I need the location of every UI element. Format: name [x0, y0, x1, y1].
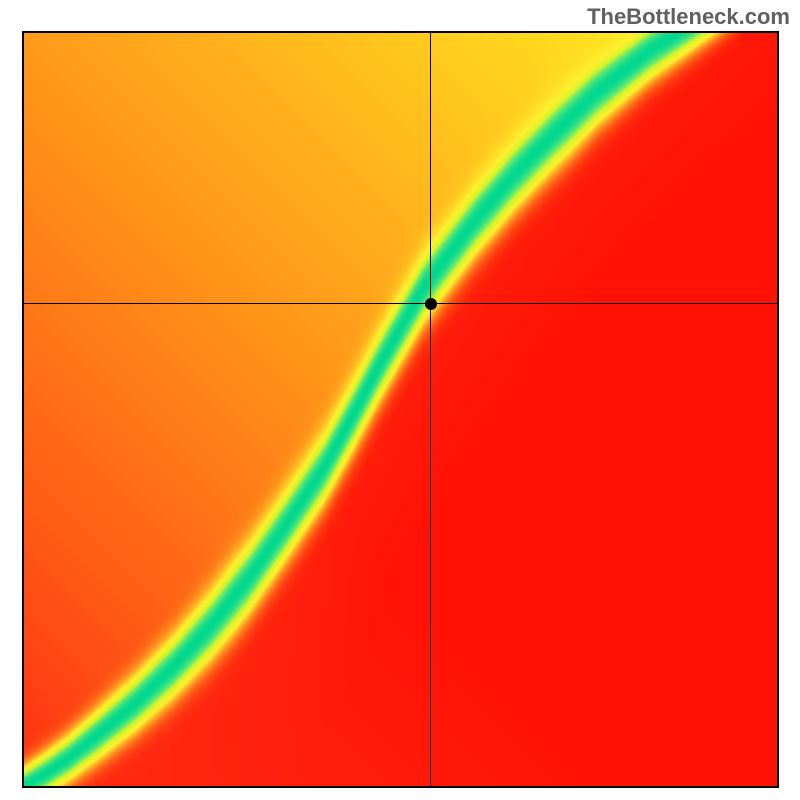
chart-container: TheBottleneck.com [0, 0, 800, 800]
crosshair-horizontal [22, 303, 779, 304]
heatmap-canvas [22, 31, 779, 788]
crosshair-vertical [430, 31, 431, 788]
watermark-text: TheBottleneck.com [587, 4, 790, 30]
crosshair-marker [425, 298, 437, 310]
